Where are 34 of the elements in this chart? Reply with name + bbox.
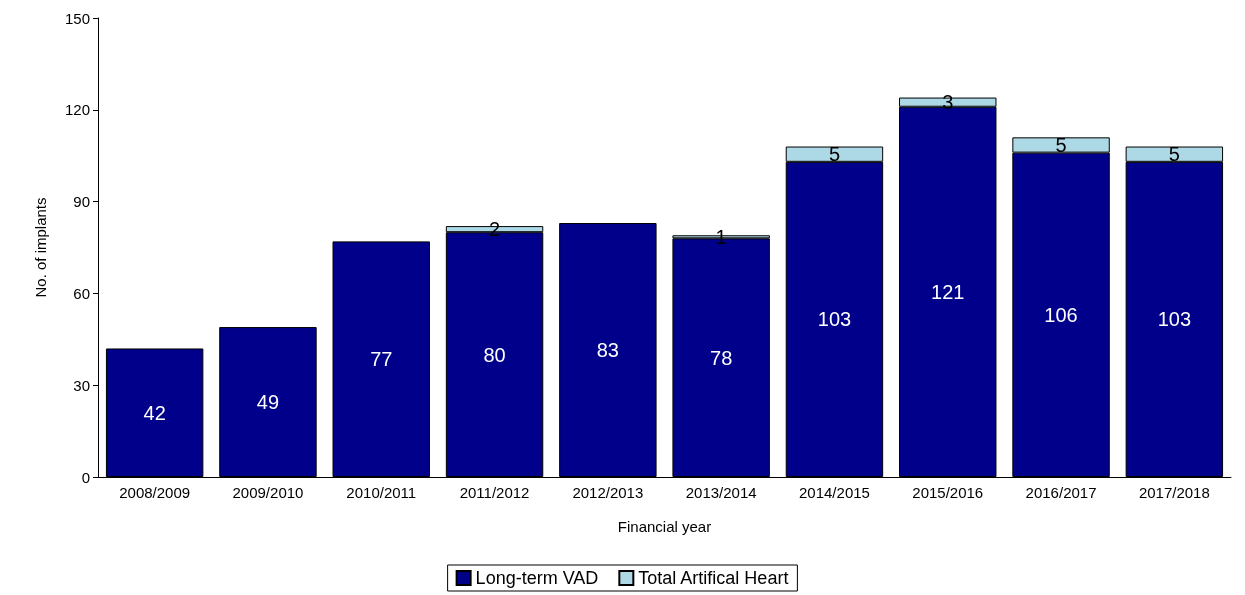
x-tick-label: 2012/2013 [572,484,644,501]
x-tick-label: 2014/2015 [799,484,870,501]
x-tick-label: 2015/2016 [912,484,984,501]
legend-label: Long-term VAD [475,568,599,588]
data-label: 80 [483,343,506,366]
data-label: 42 [143,401,166,424]
x-tick-label: 2010/2011 [346,484,417,501]
data-label: 5 [1055,133,1067,156]
y-tick-label: 90 [73,193,90,211]
x-tick-label: 2011/2012 [459,484,530,501]
data-label: 103 [1157,308,1192,331]
x-axis-title: Financial year [617,518,712,535]
y-tick-label: 60 [73,284,90,302]
y-tick-label: 150 [64,9,90,27]
data-label: 121 [931,280,965,303]
x-tick-label: 2009/2010 [232,484,304,501]
data-label: 106 [1044,303,1078,326]
data-label: 49 [256,391,280,414]
data-label: 5 [1168,143,1180,166]
data-label: 2 [488,218,501,241]
data-label: 5 [828,143,841,166]
x-tick-label: 2017/2018 [1138,484,1210,501]
y-tick-label: 30 [73,376,90,394]
data-label: 77 [370,348,393,371]
y-tick-label: 0 [81,468,90,486]
data-label: 83 [596,339,619,362]
data-label: 78 [710,346,733,369]
x-tick-label: 2013/2014 [685,484,757,501]
y-tick-label: 120 [64,101,90,119]
x-tick-label: 2008/2009 [119,484,191,501]
legend-label: Total Artifical Heart [638,568,789,588]
x-tick-label: 2016/2017 [1025,484,1097,501]
data-label: 103 [817,308,852,331]
y-axis-title: No. of implants [32,197,49,298]
